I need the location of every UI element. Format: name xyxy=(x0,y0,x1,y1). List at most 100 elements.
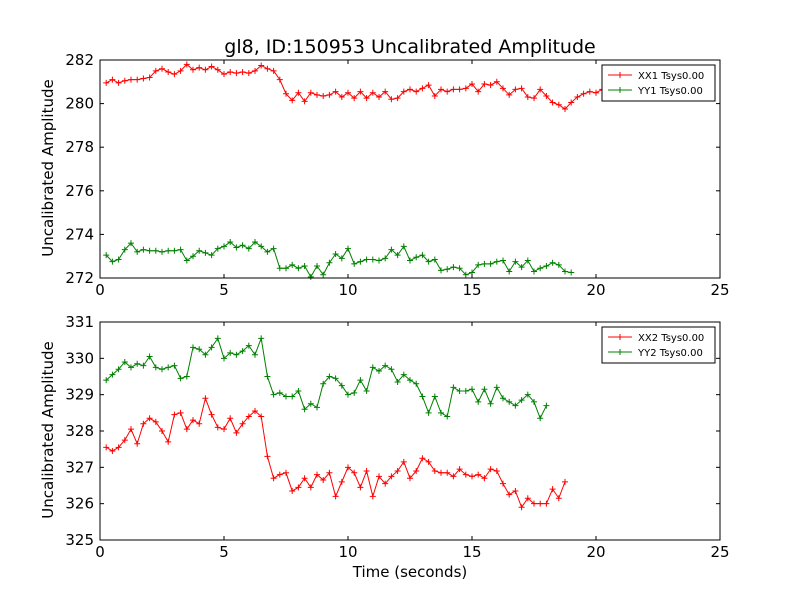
bottom-series-1-point xyxy=(555,495,562,502)
bottom-series-1-point xyxy=(444,469,451,476)
bottom-series-1-point xyxy=(382,480,389,487)
bottom-series-1-point xyxy=(159,428,165,434)
bottom-series-1-point xyxy=(183,426,190,433)
bottom-series-1-point xyxy=(208,411,215,418)
bottom-series-1-point xyxy=(425,458,432,465)
bottom-series-2-point xyxy=(438,409,444,416)
top-series-2-point xyxy=(115,256,122,263)
bottom-series-1-point xyxy=(233,429,240,436)
bottom-series-2-line xyxy=(105,336,547,420)
top-series-2-point xyxy=(326,259,333,266)
bottom-series-2-point xyxy=(413,380,420,387)
x-axis-label: Time (seconds) xyxy=(352,563,468,581)
bottom-series-1-point xyxy=(357,484,364,491)
bottom-series-1-point xyxy=(190,417,196,424)
bottom-series-2-point xyxy=(128,364,134,371)
bottom-series-2-point xyxy=(202,351,209,358)
top-series-2-point xyxy=(121,246,128,253)
bottom-series-2-point xyxy=(469,386,475,393)
bottom-series-2-point xyxy=(159,366,165,373)
bottom-series-2-point xyxy=(146,353,153,360)
bottom-series-2-point xyxy=(320,380,327,387)
bottom-series-2-point xyxy=(456,388,463,395)
top-series-2-point xyxy=(506,268,513,275)
bottom-series-1-point xyxy=(289,487,296,494)
bottom-series-1-point xyxy=(121,437,128,444)
bottom-x-tick-label: 15 xyxy=(462,543,481,561)
top-series-1-point xyxy=(152,67,159,74)
top-y-tick-label: 278 xyxy=(65,138,94,156)
top-legend-label: XX1 Tsys0.00 xyxy=(638,71,704,82)
bottom-series-1-point xyxy=(227,415,234,422)
bottom-series-1-point xyxy=(450,473,457,480)
bottom-series-2-point xyxy=(537,415,544,422)
top-series-2-point xyxy=(338,255,345,262)
bottom-series-2-point xyxy=(264,373,271,380)
top-series-2-point xyxy=(444,266,451,273)
top-series-1-point xyxy=(593,89,599,96)
top-legend-label: YY1 Tsys0.00 xyxy=(637,86,703,97)
top-series-2-point xyxy=(419,252,426,259)
bottom-series-1-point xyxy=(376,473,382,480)
top-series-2-point xyxy=(239,242,246,249)
top-series-1-point xyxy=(270,67,277,74)
top-chart-title: gl8, ID:150953 Uncalibrated Amplitude xyxy=(224,36,595,58)
top-series-1-point xyxy=(456,86,463,93)
top-series-1-point xyxy=(586,88,593,95)
top-series-1-point xyxy=(245,70,252,77)
bottom-series-2-point xyxy=(307,400,314,407)
top-series-1-point xyxy=(171,71,178,78)
bottom-series-1-point xyxy=(462,471,469,478)
top-series-1-point xyxy=(512,86,519,93)
top-series-2-point xyxy=(152,247,159,254)
bottom-legend-box xyxy=(601,326,716,364)
top-y-axis-label: Uncalibrated Amplitude xyxy=(39,79,57,256)
bottom-legend-marker xyxy=(617,349,623,355)
top-series-2-point xyxy=(363,256,370,263)
bottom-series-1-point xyxy=(202,395,209,402)
top-series-1-point xyxy=(518,85,525,92)
top-series-1-point xyxy=(165,68,172,75)
bottom-series-2-point xyxy=(245,342,252,349)
top-series-2-point xyxy=(462,271,469,278)
top-series-1-point xyxy=(493,78,500,85)
bottom-series-1-point xyxy=(332,493,339,500)
bottom-series-1-point xyxy=(320,477,327,484)
top-series-2-point xyxy=(425,258,432,265)
top-series-2-point xyxy=(307,273,314,280)
top-series-2-point xyxy=(252,239,258,246)
bottom-series-1-point xyxy=(245,413,252,420)
top-series-2-point xyxy=(431,256,438,263)
bottom-series-1-point xyxy=(221,426,227,433)
top-series-2-point xyxy=(475,261,482,268)
top-series-1-point xyxy=(121,77,128,84)
top-series-2-point xyxy=(233,244,240,251)
bottom-legend-label: YY2 Tsys0.00 xyxy=(637,348,703,359)
bottom-series-2-point xyxy=(326,373,333,380)
bottom-series-2-point xyxy=(140,362,147,369)
bottom-series-2-point xyxy=(431,393,438,400)
bottom-series-2-point xyxy=(171,362,178,369)
top-series-1-point xyxy=(252,67,258,74)
top-series-2 xyxy=(103,239,575,280)
bottom-y-axis-label: Uncalibrated Amplitude xyxy=(39,341,57,518)
top-series-1-point xyxy=(134,76,141,83)
top-series-2-point xyxy=(487,260,494,267)
top-series-2-point xyxy=(159,248,165,255)
top-series-2-point xyxy=(245,245,252,252)
bottom-series-1-point xyxy=(500,480,506,487)
top-series-2-point xyxy=(128,240,134,247)
top-series-1-point xyxy=(295,89,302,96)
bottom-series-1-point xyxy=(239,420,246,427)
top-series-2-point xyxy=(183,257,190,264)
bottom-y-tick-label: 329 xyxy=(65,386,94,404)
bottom-series-2-point xyxy=(388,366,395,373)
bottom-y-tick-label: 326 xyxy=(65,495,94,513)
top-series-2-point xyxy=(357,258,364,265)
top-y-tick-label: 272 xyxy=(65,269,94,287)
top-series-2-point xyxy=(413,254,420,261)
bottom-series-1-point xyxy=(419,455,426,462)
bottom-y-tick-label: 327 xyxy=(65,458,94,476)
bottom-series-1-point xyxy=(506,491,513,498)
top-series-2-point xyxy=(177,246,184,253)
